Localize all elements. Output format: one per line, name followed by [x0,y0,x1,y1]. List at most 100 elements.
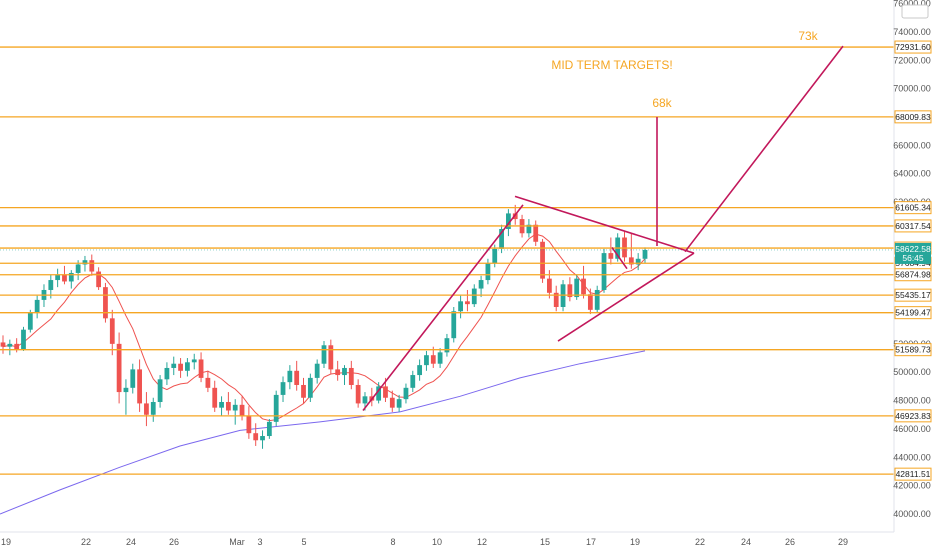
candle-body [499,229,504,249]
candle-body [185,362,190,371]
candle-body [123,387,129,393]
y-tick-label: 50000.00 [893,367,931,377]
x-tick-label: 10 [432,537,442,547]
candle-body [471,288,477,305]
candle-body [342,367,347,376]
x-tick-label: 22 [81,537,91,547]
candle-body [130,369,136,388]
level-box [894,343,932,357]
countdown-label: 56:45 [902,253,924,263]
candle-body [205,377,211,388]
x-tick-label: 19 [630,537,640,547]
candle-body [553,292,559,307]
x-tick-label: 24 [741,537,751,547]
candle-body [533,224,539,242]
candle-body [540,241,545,279]
candle-body [301,384,306,398]
y-tick-label: 66000.00 [893,140,931,150]
candle-body [567,284,573,298]
candle-body [62,274,67,282]
candle-body [109,318,115,344]
x-tick-label: 26 [169,537,179,547]
x-tick-label: 3 [257,537,262,547]
candle-body [451,311,457,339]
short-ma-line [2,233,646,422]
level-label: 54199.47 [895,308,931,318]
candle-body [150,401,156,415]
level-label: 55435.17 [895,290,931,300]
candle-body [403,387,409,400]
horizontal-levels [0,46,894,475]
candles [0,204,648,449]
candle-body [635,258,641,265]
level-label: 56874.98 [895,270,931,280]
candle-body [260,436,265,441]
candle-body [68,272,74,282]
candle-body [219,401,224,408]
candle-body [75,264,81,273]
candle-body [171,363,177,368]
level-label: 60317.54 [895,221,931,231]
candle-body [608,253,614,259]
x-tick-label: 26 [785,537,795,547]
y-tick-label: 70000.00 [893,84,931,94]
candle-body [27,312,33,330]
time-axis[interactable]: 19 22 24 26 Mar 3 5 8 10 12 15 17 19 22 24 26 29 [1,537,848,547]
candle-body [266,421,272,437]
candle-body [307,377,313,398]
level-box [894,409,932,423]
candle-body [417,365,423,376]
candle-body [82,260,88,265]
level-label: 72931.60 [895,42,931,52]
candle-body [389,397,395,408]
candle-body [89,260,95,272]
x-tick-label: 17 [586,537,596,547]
price-axis[interactable]: 76000.00 74000.00 72000.00 70000.00 66000.00… [893,0,932,519]
candle-body [246,416,252,434]
candle-body [376,386,382,401]
candle-body [574,278,580,298]
x-tick-label: Mar [229,537,245,547]
candle-body [594,289,600,310]
candle-body [137,369,142,404]
level-label: 51589.73 [895,345,931,355]
candle-body [362,396,368,404]
level-box [894,219,932,233]
candle-body [103,287,108,319]
long-ma-line [0,350,646,515]
candle-body [55,274,61,281]
current-price-box [895,242,931,264]
candle-body [294,370,300,385]
candle-body [465,301,470,305]
candle-body [96,271,102,288]
level-label: 61605.34 [895,203,931,213]
candle-body [430,355,436,364]
triangle-upper-line [514,195,695,254]
rally-trend-line [362,204,524,411]
x-tick-label: 5 [301,537,306,547]
candle-body [232,404,238,411]
y-tick-label: 46000.00 [893,424,931,434]
candle-body [628,257,634,265]
current-price-label: 58622.58 [895,244,931,254]
candle-body [0,342,6,347]
candle-body [383,386,388,398]
annotation-73k: 73k [798,29,818,43]
x-tick-label: 24 [126,537,136,547]
flag-line [611,246,628,270]
candle-body [280,382,286,395]
candle-body [178,363,183,371]
candle-body [14,343,20,350]
level-label: 42811.51 [896,469,931,479]
candle-body [355,384,361,404]
candle-body [253,433,259,441]
candle-body [546,278,552,293]
candle-body [587,294,593,310]
y-tick-label: 64000.00 [893,169,931,179]
candle-body [410,375,416,388]
candle-body [485,263,491,281]
y-tick-label: 48000.00 [893,396,931,406]
candle-body [7,343,13,347]
candle-body [144,403,149,415]
